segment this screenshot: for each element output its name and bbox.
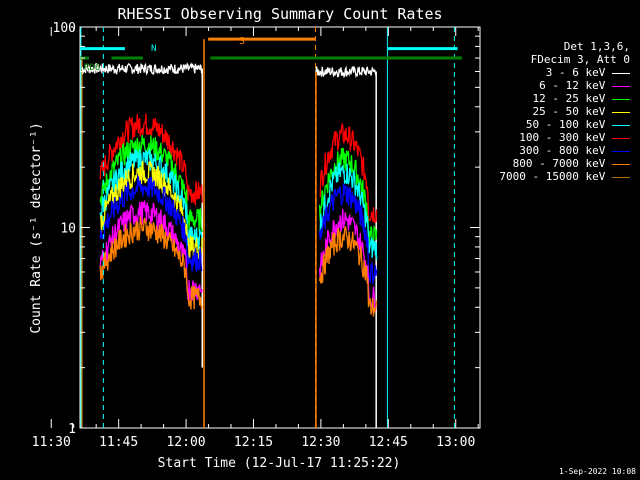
x-tick-label: 11:45	[99, 435, 138, 450]
series-line	[81, 62, 203, 76]
series-layer	[81, 39, 378, 428]
x-tick-label: 13:00	[436, 435, 475, 450]
x-tick-label: 12:15	[234, 435, 273, 450]
legend-entry: 300 - 800 keV	[519, 144, 630, 157]
legend-swatch	[612, 85, 630, 87]
legend-label: 12 - 25 keV	[532, 92, 612, 105]
legend-header-1: Det 1,3,6,	[563, 40, 630, 53]
legend-label: 7000 - 15000 keV	[499, 170, 612, 183]
flag-layer	[80, 27, 463, 428]
legend-entry: 6 - 12 keV	[539, 79, 630, 92]
series-line	[99, 113, 203, 206]
series-line	[99, 135, 203, 233]
series-line	[99, 147, 203, 250]
legend-entry: 3 - 6 keV	[546, 66, 630, 79]
legend-swatch	[612, 124, 630, 126]
x-axis-label: Start Time (12-Jul-17 11:25:22)	[158, 456, 401, 471]
series-line	[319, 122, 378, 223]
y-tick-label: 10	[60, 222, 76, 237]
legend-label: 100 - 300 keV	[519, 131, 612, 144]
x-tick-label: 12:45	[369, 435, 408, 450]
legend-entry: 100 - 300 keV	[519, 131, 630, 144]
legend-swatch	[612, 176, 630, 178]
legend-swatch	[612, 111, 630, 113]
legend-entry: 800 - 7000 keV	[513, 157, 630, 170]
legend-swatch	[612, 163, 630, 165]
series-line	[99, 216, 203, 310]
legend-label: 50 - 100 keV	[525, 118, 612, 131]
legend-entry: 25 - 50 keV	[533, 105, 630, 118]
legend-swatch	[612, 98, 630, 100]
legend-label: 25 - 50 keV	[532, 105, 612, 118]
y-tick-label: 1	[68, 422, 76, 437]
y-tick-label: 100	[53, 21, 76, 36]
series-line	[318, 226, 378, 317]
flag-label-s: S	[239, 36, 245, 47]
footer-timestamp: 1-Sep-2022 10:08	[558, 467, 636, 476]
x-tick-label: 12:30	[301, 435, 340, 450]
flag-label-n: N	[151, 44, 156, 54]
legend-label: 800 - 7000 keV	[512, 157, 612, 170]
x-tick-label: 12:00	[166, 435, 205, 450]
legend-entry: 7000 - 15000 keV	[499, 170, 630, 183]
legend-swatch	[612, 137, 630, 139]
series-line	[315, 65, 378, 79]
y-axis-label: Count Rate (s⁻¹ detector⁻¹)	[29, 122, 44, 333]
series-line	[318, 183, 378, 285]
series-line	[99, 200, 203, 301]
legend-entry: 50 - 100 keV	[526, 118, 630, 131]
chart-title: RHESSI Observing Summary Count Rates	[117, 5, 442, 23]
legend-label: 6 - 12 keV	[539, 79, 612, 92]
flag-label-rd: RD6	[84, 63, 100, 73]
series-line	[318, 147, 378, 250]
legend-label: 300 - 800 keV	[519, 144, 612, 157]
legend-entry: 12 - 25 keV	[533, 92, 630, 105]
x-tick-label: 11:30	[32, 435, 71, 450]
legend-swatch	[612, 150, 630, 152]
legend-label: 3 - 6 keV	[545, 66, 612, 79]
legend-header-2: FDecim 3, Att 0	[530, 53, 630, 66]
series-line	[319, 162, 378, 260]
legend-swatch	[612, 72, 630, 74]
axes: 11:30 11:45 12:00 12:15 12:30 12:45 13:00 1 10 10…	[32, 21, 480, 450]
series-line	[99, 173, 203, 274]
